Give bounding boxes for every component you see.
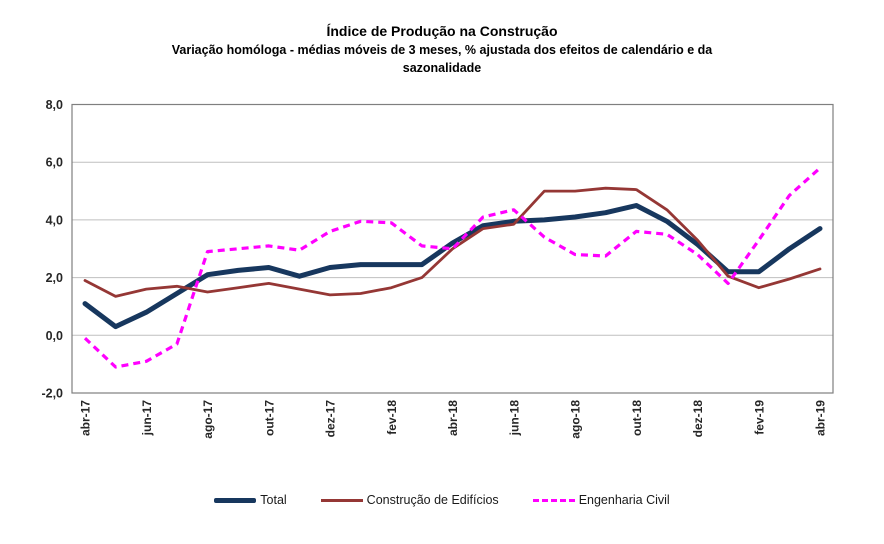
total-line-swatch — [214, 497, 257, 503]
x-tick-label-ago-17: ago-17 — [201, 400, 215, 439]
y-tick-label: 6,0 — [46, 156, 63, 170]
x-tick-label-abr-19: abr-19 — [814, 400, 828, 436]
legend-item-engenharia-civil: Engenharia Civil — [532, 493, 670, 507]
x-tick-label-abr-17: abr-17 — [79, 400, 93, 436]
x-tick-label-fev-18: fev-18 — [385, 400, 399, 435]
x-tick-label-fev-19: fev-19 — [752, 400, 766, 435]
y-tick-label: -2,0 — [41, 387, 63, 401]
x-tick-label-dez-17: dez-17 — [324, 400, 338, 438]
y-tick-label: 8,0 — [46, 98, 63, 112]
y-tick-label: 2,0 — [46, 271, 63, 285]
x-tick-label-jun-18: jun-18 — [507, 400, 521, 437]
legend-item-total: Total — [214, 493, 287, 507]
legend-label-engenharia-civil: Engenharia Civil — [578, 493, 670, 507]
construcao-de-edificios-line-swatch — [320, 498, 363, 502]
plot-frame — [71, 103, 834, 394]
x-tick-label-jun-17: jun-17 — [140, 400, 154, 437]
chart-subtitle: Variação homóloga - médias móveis de 3 m… — [171, 43, 713, 75]
x-tick-label-dez-18: dez-18 — [691, 400, 705, 438]
series-line-total — [82, 203, 823, 330]
x-tick-label-out-17: out-17 — [262, 400, 276, 436]
y-tick-label: 4,0 — [46, 213, 63, 227]
chart-title: Índice de Produção na Construção — [326, 23, 558, 39]
legend-label-construcao-de-edificios: Construção de Edifícios — [366, 493, 499, 507]
x-tick-label-out-18: out-18 — [630, 400, 644, 436]
series-line-edificios — [83, 186, 822, 298]
legend-label-total: Total — [260, 493, 287, 507]
series-line-engenharia — [83, 166, 822, 369]
legend: Total Construção de Edifícios Engenharia… — [0, 487, 884, 513]
x-tick-label-abr-18: abr-18 — [446, 400, 460, 436]
engenharia-civil-line-swatch — [532, 498, 575, 502]
chart-header: Índice de Produção na Construção Variaçã… — [0, 22, 884, 77]
y-tick-label: 0,0 — [46, 329, 63, 343]
x-tick-label-ago-18: ago-18 — [569, 400, 583, 439]
legend-item-construcao-de-edificios: Construção de Edifícios — [320, 493, 499, 507]
